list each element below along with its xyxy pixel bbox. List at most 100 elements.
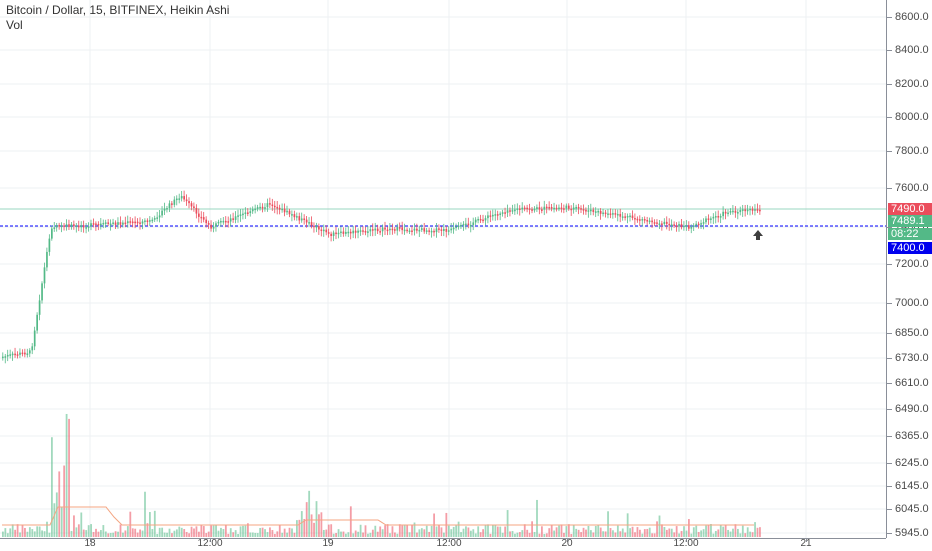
candle-body [710,218,712,220]
volume-bar [163,532,166,537]
volume-bar [161,527,164,537]
candle-body [607,213,609,215]
volume-bar [737,528,739,537]
volume-bar [117,531,119,537]
candle-body [523,207,526,210]
volume-bar [567,524,570,537]
volume-bar [281,532,284,537]
volume-bar [146,523,149,537]
volume-bar [386,524,389,537]
volume-bar [656,521,658,537]
candle-body [327,232,330,234]
candle-body [516,208,519,210]
candle-body [122,222,124,225]
chart-area[interactable]: Bitcoin / Dollar, 15, BITFINEX, Heikin A… [0,0,886,538]
volume-bar [310,514,313,537]
volume-bar [82,529,85,537]
price-tick-label: 8600.0 [895,11,929,23]
candle-body [416,228,418,231]
volume-bar [592,532,595,537]
volume-bar [129,511,132,537]
candle-body [305,219,308,223]
volume-bar [158,527,161,537]
candle-body [658,223,661,225]
price-chart[interactable] [0,0,886,538]
candle-body [63,225,65,227]
volume-bar [359,524,362,537]
volume-bar [166,532,168,537]
volume-bar [396,533,399,537]
volume-bar [563,532,565,537]
volume-bar [369,532,372,537]
volume-bar [21,524,24,537]
candle-body [247,212,249,214]
symbol-title[interactable]: Bitcoin / Dollar, 15, BITFINEX, Heikin A… [6,3,230,17]
volume-bar [202,526,205,537]
last-price-badge: 7490.0 [888,203,932,215]
candle-body [386,229,389,232]
candle-body [163,208,166,211]
volume-bar [70,530,73,537]
candle-body [261,206,264,209]
candle-body [455,226,457,229]
volume-bar [651,533,654,537]
candle-body [28,350,31,354]
candle-body [354,230,357,233]
candle-body [68,224,70,227]
volume-bar [580,532,582,537]
volume-bar [428,531,431,537]
time-tick-label: 12:00 [673,538,699,549]
candle-body [531,209,533,211]
candle-body [394,229,396,231]
time-axis[interactable]: 18 12:00 19 12:00 20 12:00 21 [0,538,886,551]
price-tick-mark [887,17,892,18]
volume-bar [553,530,556,537]
candle-body [349,231,352,234]
volume-bar [462,528,465,537]
volume-bar [36,526,39,537]
candle-body [146,220,149,222]
volume-bar [367,533,369,537]
candle-body [484,218,487,221]
volume-bar [492,525,494,537]
candle-body [597,210,600,213]
candle-body [188,201,190,204]
volume-bar [352,533,355,537]
volume-bar [734,524,737,537]
candle-body [38,300,41,315]
volume-bar [487,524,489,537]
candle-body [465,223,467,226]
volume-bar [286,532,288,537]
candle-body [587,210,590,212]
volume-bar [751,532,754,537]
volume-bar [558,525,560,537]
candle-body [734,210,737,213]
candle-body [178,198,181,200]
candle-body [183,196,185,200]
candle-body [212,226,215,229]
volume-bar [53,503,56,537]
candle-body [92,223,95,225]
candle-body [73,224,75,227]
candle-body [337,232,340,235]
price-tick-mark [887,303,892,304]
candle-body [651,220,653,223]
candle-body [166,208,168,210]
candle-body [384,227,386,230]
time-tick-mark [210,539,211,542]
volume-bar [705,525,707,537]
candle-body [46,251,48,268]
price-axis[interactable]: 8600.0 8400.0 8200.0 8000.0 7800.0 7600.0 7400… [886,0,932,539]
volume-bar [269,527,271,537]
volume-bar [714,530,717,537]
candle-body [97,223,100,226]
volume-bar [389,533,391,537]
candle-body [555,207,558,210]
volume-label[interactable]: Vol [6,18,23,32]
price-tick-label: 6245.0 [895,457,929,469]
volume-bar [26,531,29,537]
volume-bar [171,533,173,537]
candle-body [335,232,337,235]
candle-body [560,207,563,210]
candle-body [342,231,345,234]
